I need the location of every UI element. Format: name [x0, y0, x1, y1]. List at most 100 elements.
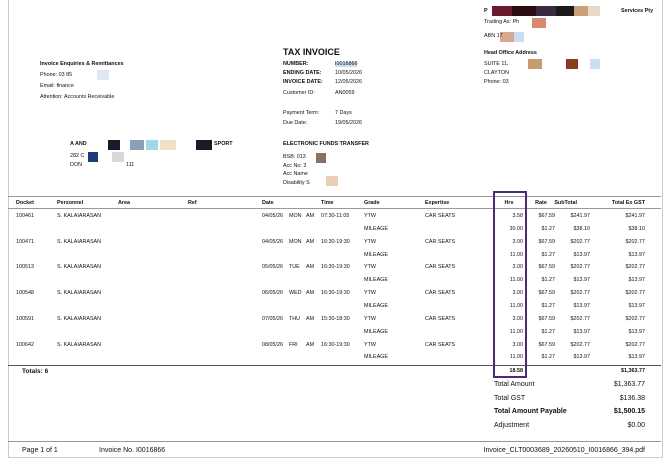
docket: 100548	[16, 290, 34, 297]
grade: MILEAGE	[364, 302, 388, 309]
rate: $67.59	[538, 238, 556, 245]
subtotal: $13.97	[573, 302, 591, 309]
total: $38.10	[628, 225, 646, 232]
field-value: 7 Days	[335, 110, 352, 116]
column-header: Expertise	[425, 200, 450, 206]
personnel: S. KALAIARASAN	[57, 264, 102, 271]
subtotal: $241.97	[570, 213, 591, 219]
personnel: S. KALAIARASAN	[57, 238, 102, 245]
column-header: Hrs	[504, 200, 514, 206]
field-label: Due Date:	[283, 120, 308, 126]
customer-name: A AND	[70, 141, 87, 147]
rate: $67.59	[538, 264, 556, 271]
total: $202.77	[625, 290, 646, 297]
rate: $1.27	[541, 277, 556, 284]
grade: MILEAGE	[364, 251, 388, 258]
abn: ABN 17	[484, 33, 503, 39]
address: CLAYTON	[484, 70, 509, 76]
summary-value: $1,363.77	[613, 381, 645, 388]
subtotal: $202.77	[570, 341, 591, 348]
time: 16:30-19:30	[321, 341, 350, 348]
head-office-title: Head Office Address	[484, 50, 537, 56]
period: AM	[306, 238, 315, 245]
column-header: Area	[118, 200, 130, 206]
expertise: CAR SEATS	[425, 213, 456, 219]
summary-label: Adjustment	[494, 421, 530, 429]
totals-rule	[8, 365, 661, 366]
acc-name: Acc Name	[283, 171, 308, 177]
subtotal: $38.10	[573, 225, 591, 232]
expertise: CAR SEATS	[425, 238, 456, 245]
hrs: 3.00	[512, 315, 524, 322]
email: Email: finance	[40, 83, 74, 89]
column-header: SubTotal	[554, 200, 577, 206]
hrs: 11.00	[509, 354, 523, 361]
time: 16:30-19:30	[321, 290, 350, 297]
acc-no: Acc No: 3	[283, 163, 307, 169]
phone: Phone: 03	[484, 79, 509, 85]
rate: $1.27	[541, 354, 556, 361]
subtotal: $202.77	[570, 315, 591, 322]
time: 16:30-19:30	[321, 238, 350, 245]
total: $13.97	[628, 328, 646, 335]
expertise: CAR SEATS	[425, 341, 456, 348]
subtotal: $202.77	[570, 264, 591, 271]
field-label: INVOICE DATE:	[283, 79, 323, 85]
totals-label: Totals: 6	[22, 368, 49, 375]
grade: MILEAGE	[364, 354, 388, 361]
total: $202.77	[625, 315, 646, 322]
grade: YTW	[364, 315, 376, 322]
rate: $67.59	[538, 315, 556, 322]
period: AM	[306, 341, 315, 348]
total: $241.97	[625, 213, 646, 219]
grade: YTW	[364, 238, 376, 245]
rate: $1.27	[541, 328, 556, 335]
period: AM	[306, 213, 315, 219]
hrs: 3.00	[512, 238, 524, 245]
customer-address: 111	[126, 162, 135, 168]
customer-address: 282 C	[70, 153, 85, 159]
grade: YTW	[364, 341, 376, 348]
page-number: Page 1 of 1	[22, 447, 58, 454]
bsb: BSB: 013	[283, 154, 306, 160]
rate: $67.59	[538, 290, 556, 297]
summary-label: Total Amount	[494, 381, 535, 388]
field-label: NUMBER:	[283, 61, 309, 67]
enquiries-title: Invoice Enquiries & Remittances	[40, 61, 124, 67]
date: 04/05/26	[262, 238, 283, 245]
period: AM	[306, 290, 315, 297]
eft-title: ELECTRONIC FUNDS TRANSFER	[283, 141, 369, 147]
rate: $1.27	[541, 225, 556, 232]
summary-label: Total Amount Payable	[494, 408, 567, 416]
field-label: Customer ID:	[283, 90, 315, 96]
customer-name: SPORT	[214, 141, 233, 147]
hrs: 3.00	[512, 264, 524, 271]
time: 16:30-19:30	[321, 264, 350, 271]
total-hrs: 18.58	[509, 368, 524, 374]
docket: 100591	[16, 315, 34, 322]
date: 06/05/26	[262, 290, 283, 297]
date: 05/05/26	[262, 264, 283, 271]
total: $202.77	[625, 238, 646, 245]
hrs: 3.58	[512, 213, 524, 219]
day: FRI	[289, 341, 298, 348]
column-header: Personnel	[57, 200, 84, 206]
docket: 100461	[16, 213, 34, 219]
hrs: 30.00	[509, 225, 524, 232]
personnel: S. KALAIARASAN	[57, 213, 102, 219]
subtotal: $202.77	[570, 290, 591, 297]
column-header: Total Ex GST	[611, 200, 645, 206]
column-header: Rate	[535, 200, 547, 206]
page-border	[8, 0, 663, 458]
expertise: CAR SEATS	[425, 290, 456, 297]
field-value: 10/05/2026	[335, 70, 362, 76]
supplier-name: P	[484, 8, 488, 14]
docket: 100513	[16, 264, 34, 271]
docket: 100642	[16, 341, 34, 348]
footer-rule	[8, 441, 661, 442]
file-name: Invoice_CLT0003689_20260510_I0016866_394…	[483, 447, 645, 454]
day: THU	[289, 315, 301, 322]
table-header-rule	[8, 208, 661, 209]
column-header: Docket	[16, 200, 34, 206]
